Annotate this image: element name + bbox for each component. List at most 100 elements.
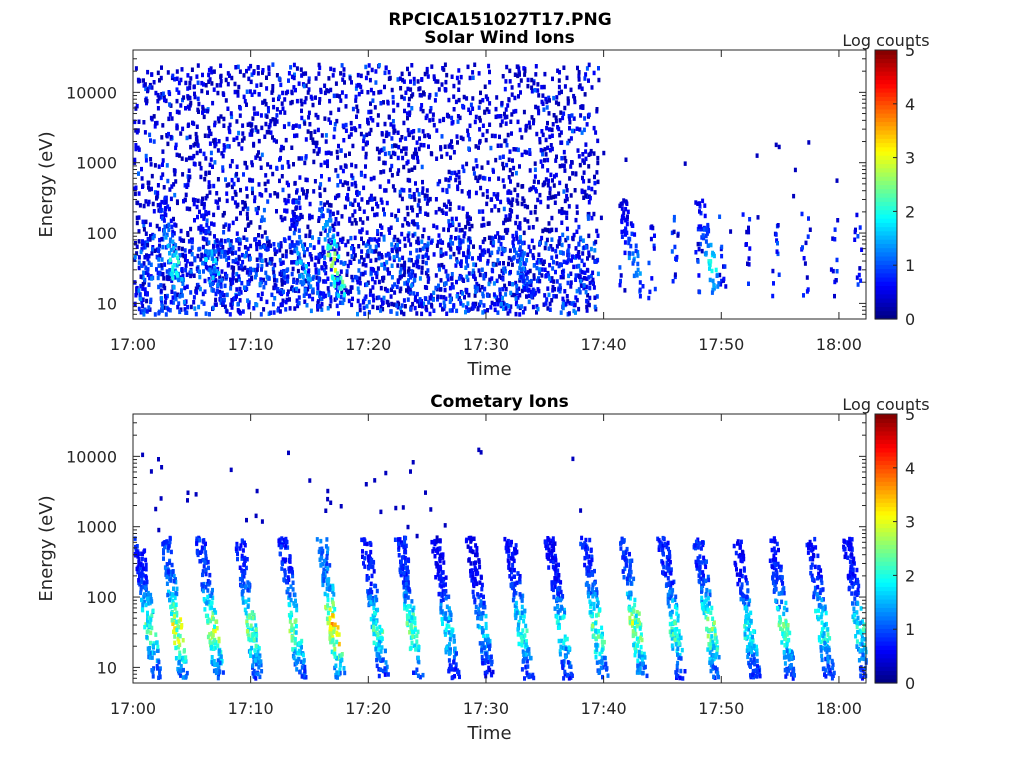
heatmap-cell bbox=[353, 198, 357, 203]
heatmap-cell bbox=[436, 181, 440, 187]
heatmap-cell bbox=[144, 265, 148, 270]
heatmap-cell bbox=[150, 186, 153, 192]
heatmap-cell bbox=[330, 263, 334, 269]
heatmap-cell bbox=[167, 589, 170, 595]
heatmap-cell bbox=[551, 284, 555, 290]
heatmap-cell bbox=[195, 550, 199, 556]
heatmap-cell bbox=[231, 301, 234, 306]
heatmap-cell bbox=[332, 642, 336, 647]
heatmap-cell bbox=[353, 253, 357, 258]
heatmap-cell bbox=[502, 220, 506, 226]
heatmap-cell bbox=[284, 299, 288, 305]
heatmap-cell bbox=[414, 260, 418, 265]
heatmap-cell bbox=[633, 232, 637, 237]
heatmap-cell bbox=[202, 201, 206, 207]
heatmap-cell bbox=[482, 248, 486, 253]
heatmap-cell bbox=[572, 302, 576, 308]
heatmap-cell bbox=[359, 131, 363, 137]
heatmap-cell bbox=[146, 601, 150, 606]
heatmap-cell bbox=[169, 578, 173, 583]
heatmap-cell bbox=[231, 245, 235, 250]
heatmap-cell bbox=[479, 300, 483, 305]
heatmap-cell bbox=[359, 271, 363, 277]
heatmap-cell bbox=[170, 562, 174, 568]
heatmap-cell bbox=[416, 159, 420, 164]
heatmap-cell bbox=[577, 306, 581, 312]
heatmap-cell bbox=[146, 88, 150, 93]
colorbar-segment bbox=[875, 142, 897, 148]
heatmap-cell bbox=[377, 90, 381, 95]
heatmap-cell bbox=[186, 73, 190, 78]
heatmap-cell bbox=[307, 268, 311, 273]
heatmap-cell bbox=[143, 592, 147, 597]
heatmap-cell bbox=[502, 266, 506, 272]
heatmap-cell bbox=[334, 195, 337, 201]
heatmap-cell bbox=[707, 227, 710, 233]
heatmap-cell bbox=[212, 607, 216, 613]
heatmap-cell bbox=[176, 304, 180, 310]
heatmap-cell bbox=[192, 84, 196, 90]
heatmap-cell bbox=[508, 167, 512, 173]
heatmap-cell bbox=[496, 196, 499, 201]
heatmap-cell bbox=[360, 236, 363, 241]
heatmap-cell bbox=[219, 654, 223, 659]
heatmap-cell bbox=[362, 209, 366, 214]
heatmap-cell bbox=[554, 115, 558, 120]
heatmap-cell bbox=[407, 257, 411, 263]
heatmap-cell bbox=[475, 163, 479, 169]
heatmap-cell bbox=[802, 293, 805, 298]
heatmap-cell bbox=[379, 170, 383, 175]
heatmap-cell bbox=[210, 644, 213, 650]
heatmap-cell bbox=[305, 247, 309, 252]
heatmap-cell bbox=[519, 257, 523, 262]
heatmap-cell bbox=[404, 90, 408, 95]
heatmap-cell bbox=[527, 244, 531, 250]
heatmap-cell bbox=[565, 260, 569, 265]
heatmap-cell bbox=[463, 295, 466, 300]
heatmap-cell bbox=[638, 294, 642, 299]
heatmap-cell bbox=[567, 257, 571, 262]
heatmap-cell bbox=[335, 295, 339, 301]
heatmap-cell bbox=[638, 280, 642, 285]
heatmap-cell bbox=[538, 192, 542, 198]
heatmap-cell bbox=[436, 239, 440, 245]
heatmap-cell bbox=[564, 301, 568, 307]
heatmap-cell bbox=[542, 107, 546, 112]
heatmap-cell bbox=[333, 280, 337, 285]
heatmap-cell bbox=[400, 303, 404, 308]
heatmap-cell bbox=[213, 265, 217, 271]
heatmap-cell bbox=[467, 271, 471, 276]
heatmap-cell bbox=[294, 87, 297, 93]
heatmap-cell bbox=[427, 276, 431, 281]
heatmap-cell bbox=[285, 209, 289, 214]
heatmap-cell bbox=[298, 205, 302, 210]
heatmap-cell bbox=[289, 610, 293, 616]
heatmap-cell bbox=[552, 279, 556, 284]
heatmap-cell bbox=[520, 152, 524, 158]
heatmap-cell bbox=[302, 83, 306, 89]
heatmap-cell bbox=[242, 172, 245, 177]
heatmap-cell bbox=[407, 71, 411, 77]
heatmap-cell bbox=[366, 241, 370, 247]
heatmap-cell bbox=[280, 144, 284, 150]
heatmap-cell bbox=[379, 232, 383, 237]
heatmap-cell bbox=[328, 228, 332, 233]
heatmap-cell bbox=[540, 273, 544, 278]
heatmap-cell bbox=[550, 227, 554, 233]
heatmap-cell bbox=[712, 286, 716, 291]
heatmap-cell bbox=[440, 82, 444, 87]
heatmap-cell bbox=[283, 216, 287, 221]
heatmap-cell bbox=[722, 276, 726, 282]
heatmap-cell bbox=[146, 618, 149, 623]
heatmap-cell bbox=[175, 270, 179, 276]
heatmap-cell bbox=[568, 126, 571, 131]
heatmap-cell bbox=[534, 189, 538, 194]
heatmap-cell bbox=[194, 131, 198, 137]
heatmap-cell bbox=[146, 267, 150, 272]
heatmap-cell bbox=[139, 283, 143, 289]
heatmap-cell bbox=[393, 282, 397, 287]
heatmap-cell bbox=[241, 309, 245, 314]
heatmap-cell bbox=[187, 122, 191, 127]
heatmap-cell bbox=[135, 251, 139, 256]
